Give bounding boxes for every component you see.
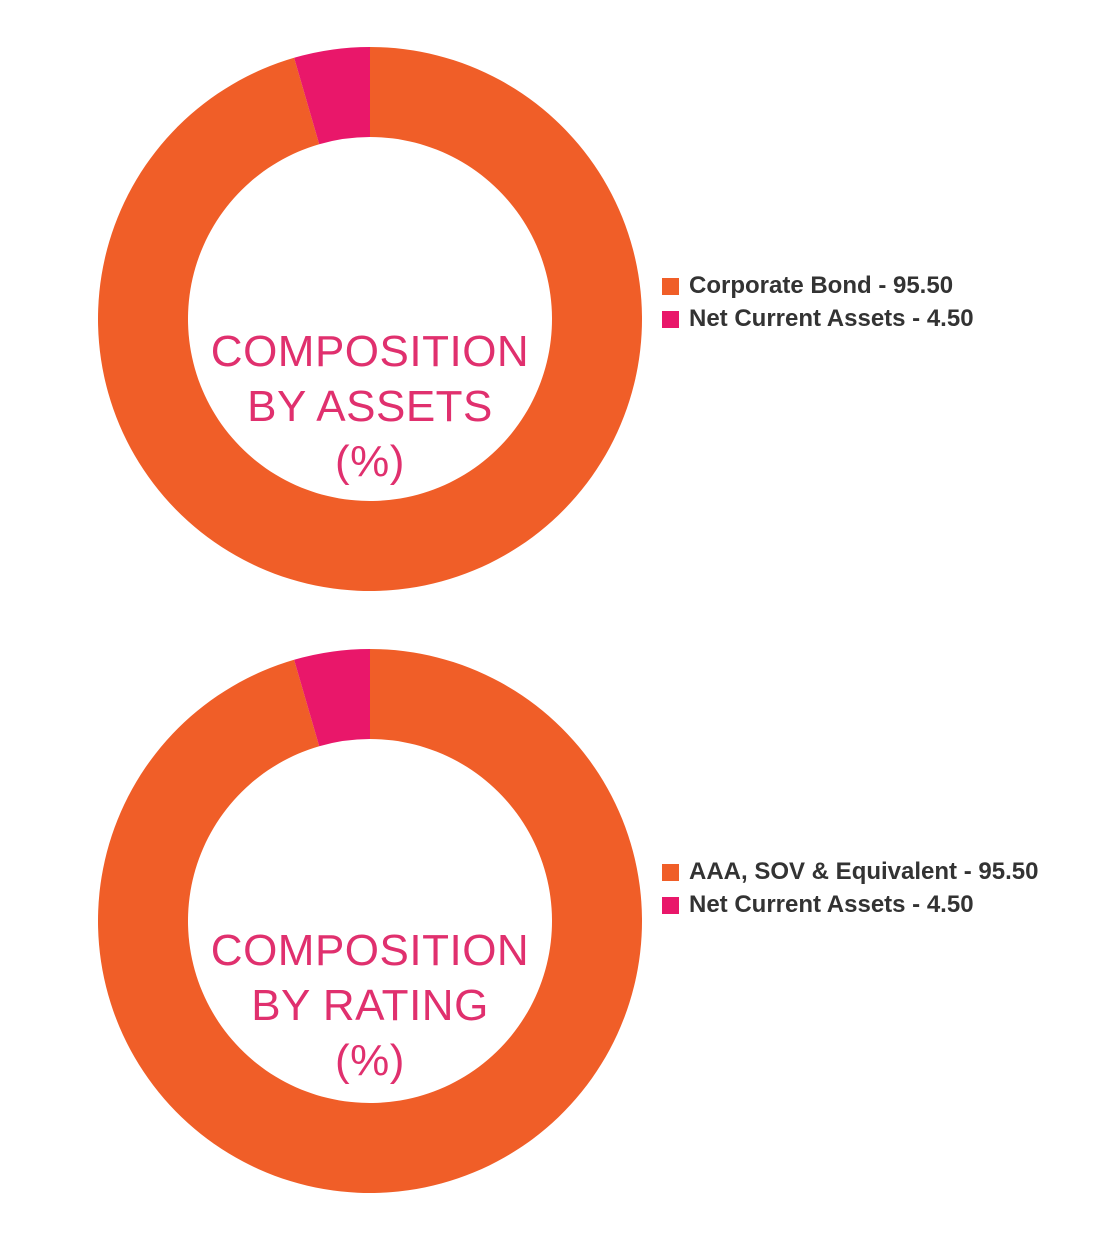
donut-rating-svg (97, 649, 642, 1193)
center-title-line: COMPOSITION (210, 327, 530, 376)
center-title-assets: COMPOSITION BY ASSETS (%) (170, 324, 570, 489)
legend-label: AAA, SOV & Equivalent - 95.50 (689, 858, 1039, 885)
legend-assets: Corporate Bond - 95.50 Net Current Asset… (662, 269, 1082, 335)
donut-chart-rating: COMPOSITION BY RATING (%) AAA, SOV & Equ… (0, 636, 1096, 1196)
center-title-line: BY RATING (251, 981, 489, 1030)
legend-item: Corporate Bond - 95.50 (662, 269, 1082, 302)
center-title-rating: COMPOSITION BY RATING (%) (170, 923, 570, 1088)
donut-assets-svg (97, 47, 642, 591)
legend-item: Net Current Assets - 4.50 (662, 302, 1082, 335)
legend-swatch (662, 897, 679, 914)
legend-rating: AAA, SOV & Equivalent - 95.50 Net Curren… (662, 855, 1082, 921)
donut-slice-secondary (294, 649, 370, 747)
center-title-line: (%) (335, 437, 405, 486)
donut-slice-primary (97, 649, 642, 1193)
center-title-line: BY ASSETS (247, 382, 493, 431)
donut-slice-primary (97, 47, 642, 591)
legend-swatch (662, 864, 679, 881)
center-title-line: (%) (335, 1036, 405, 1085)
legend-item: AAA, SOV & Equivalent - 95.50 (662, 855, 1082, 888)
legend-label: Net Current Assets - 4.50 (689, 305, 974, 332)
legend-label: Net Current Assets - 4.50 (689, 891, 974, 918)
center-title-line: COMPOSITION (210, 926, 530, 975)
donut-chart-assets: COMPOSITION BY ASSETS (%) Corporate Bond… (0, 34, 1096, 594)
legend-item: Net Current Assets - 4.50 (662, 888, 1082, 921)
legend-swatch (662, 278, 679, 295)
legend-swatch (662, 311, 679, 328)
donut-slice-secondary (294, 47, 370, 145)
legend-label: Corporate Bond - 95.50 (689, 272, 954, 299)
